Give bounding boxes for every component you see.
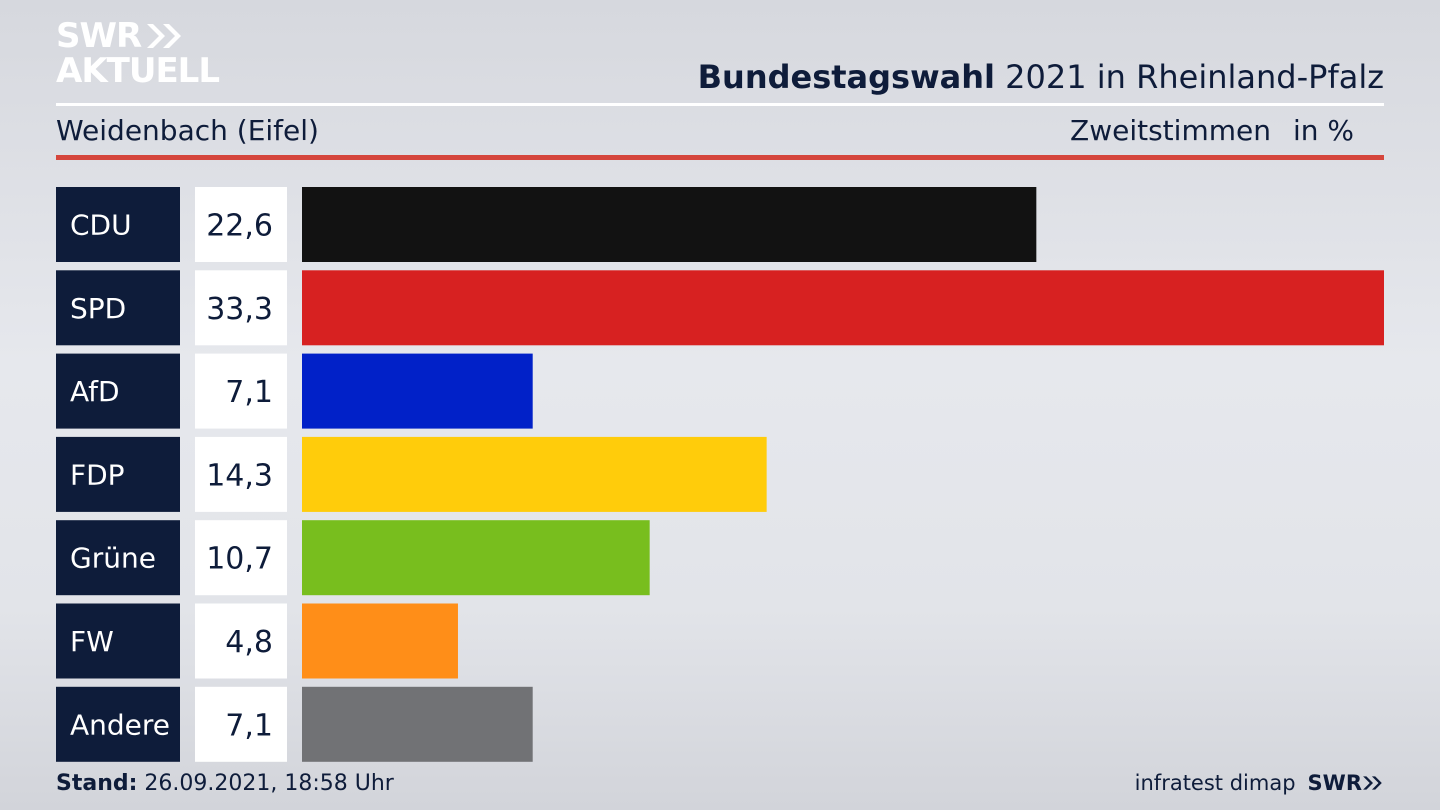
party-label-box-afd — [56, 353, 180, 429]
bar-fdp — [302, 436, 767, 512]
bar-afd — [302, 353, 533, 429]
measure-text: Zweitstimmen — [1070, 114, 1271, 147]
value-box-fdp — [195, 436, 287, 512]
source-label: infratest dimap — [1134, 771, 1296, 795]
value-label-andere: 7,1 — [225, 708, 273, 743]
page-title: Bundestagswahl 2021 in Rheinland-Pfalz — [698, 58, 1384, 96]
party-label-fw: FW — [70, 625, 114, 658]
party-label-afd: AfD — [70, 375, 120, 408]
measure-label: Zweitstimmen in % — [1070, 114, 1354, 147]
timestamp: Stand: 26.09.2021, 18:58 Uhr — [56, 771, 394, 796]
title-bold: Bundestagswahl — [697, 58, 995, 96]
footer-swr-logo: SWR — [1308, 771, 1384, 795]
value-box-fw — [195, 603, 287, 679]
bar-gr-ne — [302, 520, 650, 596]
location-label: Weidenbach (Eifel) — [56, 114, 319, 147]
party-label-andere: Andere — [70, 708, 170, 741]
footer-credits: infratest dimap SWR — [1135, 771, 1384, 795]
value-label-spd: 33,3 — [206, 292, 273, 327]
bar-spd — [302, 270, 1384, 346]
value-box-gr-ne — [195, 520, 287, 596]
title-rest: 2021 in Rheinland-Pfalz — [1005, 58, 1384, 96]
stand-label: Stand: — [56, 771, 138, 796]
value-label-afd: 7,1 — [225, 375, 273, 410]
chevrons-icon — [147, 24, 182, 48]
party-label-box-gr-ne — [56, 520, 180, 596]
party-label-gr-ne: Grüne — [70, 542, 156, 575]
bar-cdu — [302, 187, 1037, 262]
value-box-spd — [195, 270, 287, 346]
accent-divider — [56, 155, 1384, 160]
party-label-spd: SPD — [70, 292, 126, 325]
footer-swr-text: SWR — [1307, 771, 1362, 795]
value-box-cdu — [195, 187, 287, 262]
party-label-cdu: CDU — [70, 209, 132, 242]
party-label-box-fdp — [56, 436, 180, 512]
party-label-box-cdu — [56, 187, 180, 262]
stand-value: 26.09.2021, 18:58 Uhr — [144, 771, 394, 796]
footer-chevrons-icon — [1363, 776, 1382, 790]
value-label-cdu: 22,6 — [206, 209, 273, 244]
unit-text: in % — [1292, 114, 1354, 147]
bar-fw — [302, 603, 458, 679]
value-box-andere — [195, 686, 287, 762]
swr-aktuell-logo: SWR AKTUELL — [56, 16, 220, 91]
party-label-fdp: FDP — [70, 458, 125, 491]
logo-swr-text: SWR — [56, 16, 142, 56]
party-label-box-spd — [56, 270, 180, 346]
header-divider — [56, 103, 1384, 106]
bar-andere — [302, 686, 533, 762]
party-label-box-fw — [56, 603, 180, 679]
value-box-afd — [195, 353, 287, 429]
value-label-gr-ne: 10,7 — [206, 542, 273, 577]
value-label-fdp: 14,3 — [206, 458, 273, 493]
party-label-box-andere — [56, 686, 180, 762]
value-label-fw: 4,8 — [225, 625, 273, 660]
logo-aktuell-text: AKTUELL — [56, 51, 220, 91]
